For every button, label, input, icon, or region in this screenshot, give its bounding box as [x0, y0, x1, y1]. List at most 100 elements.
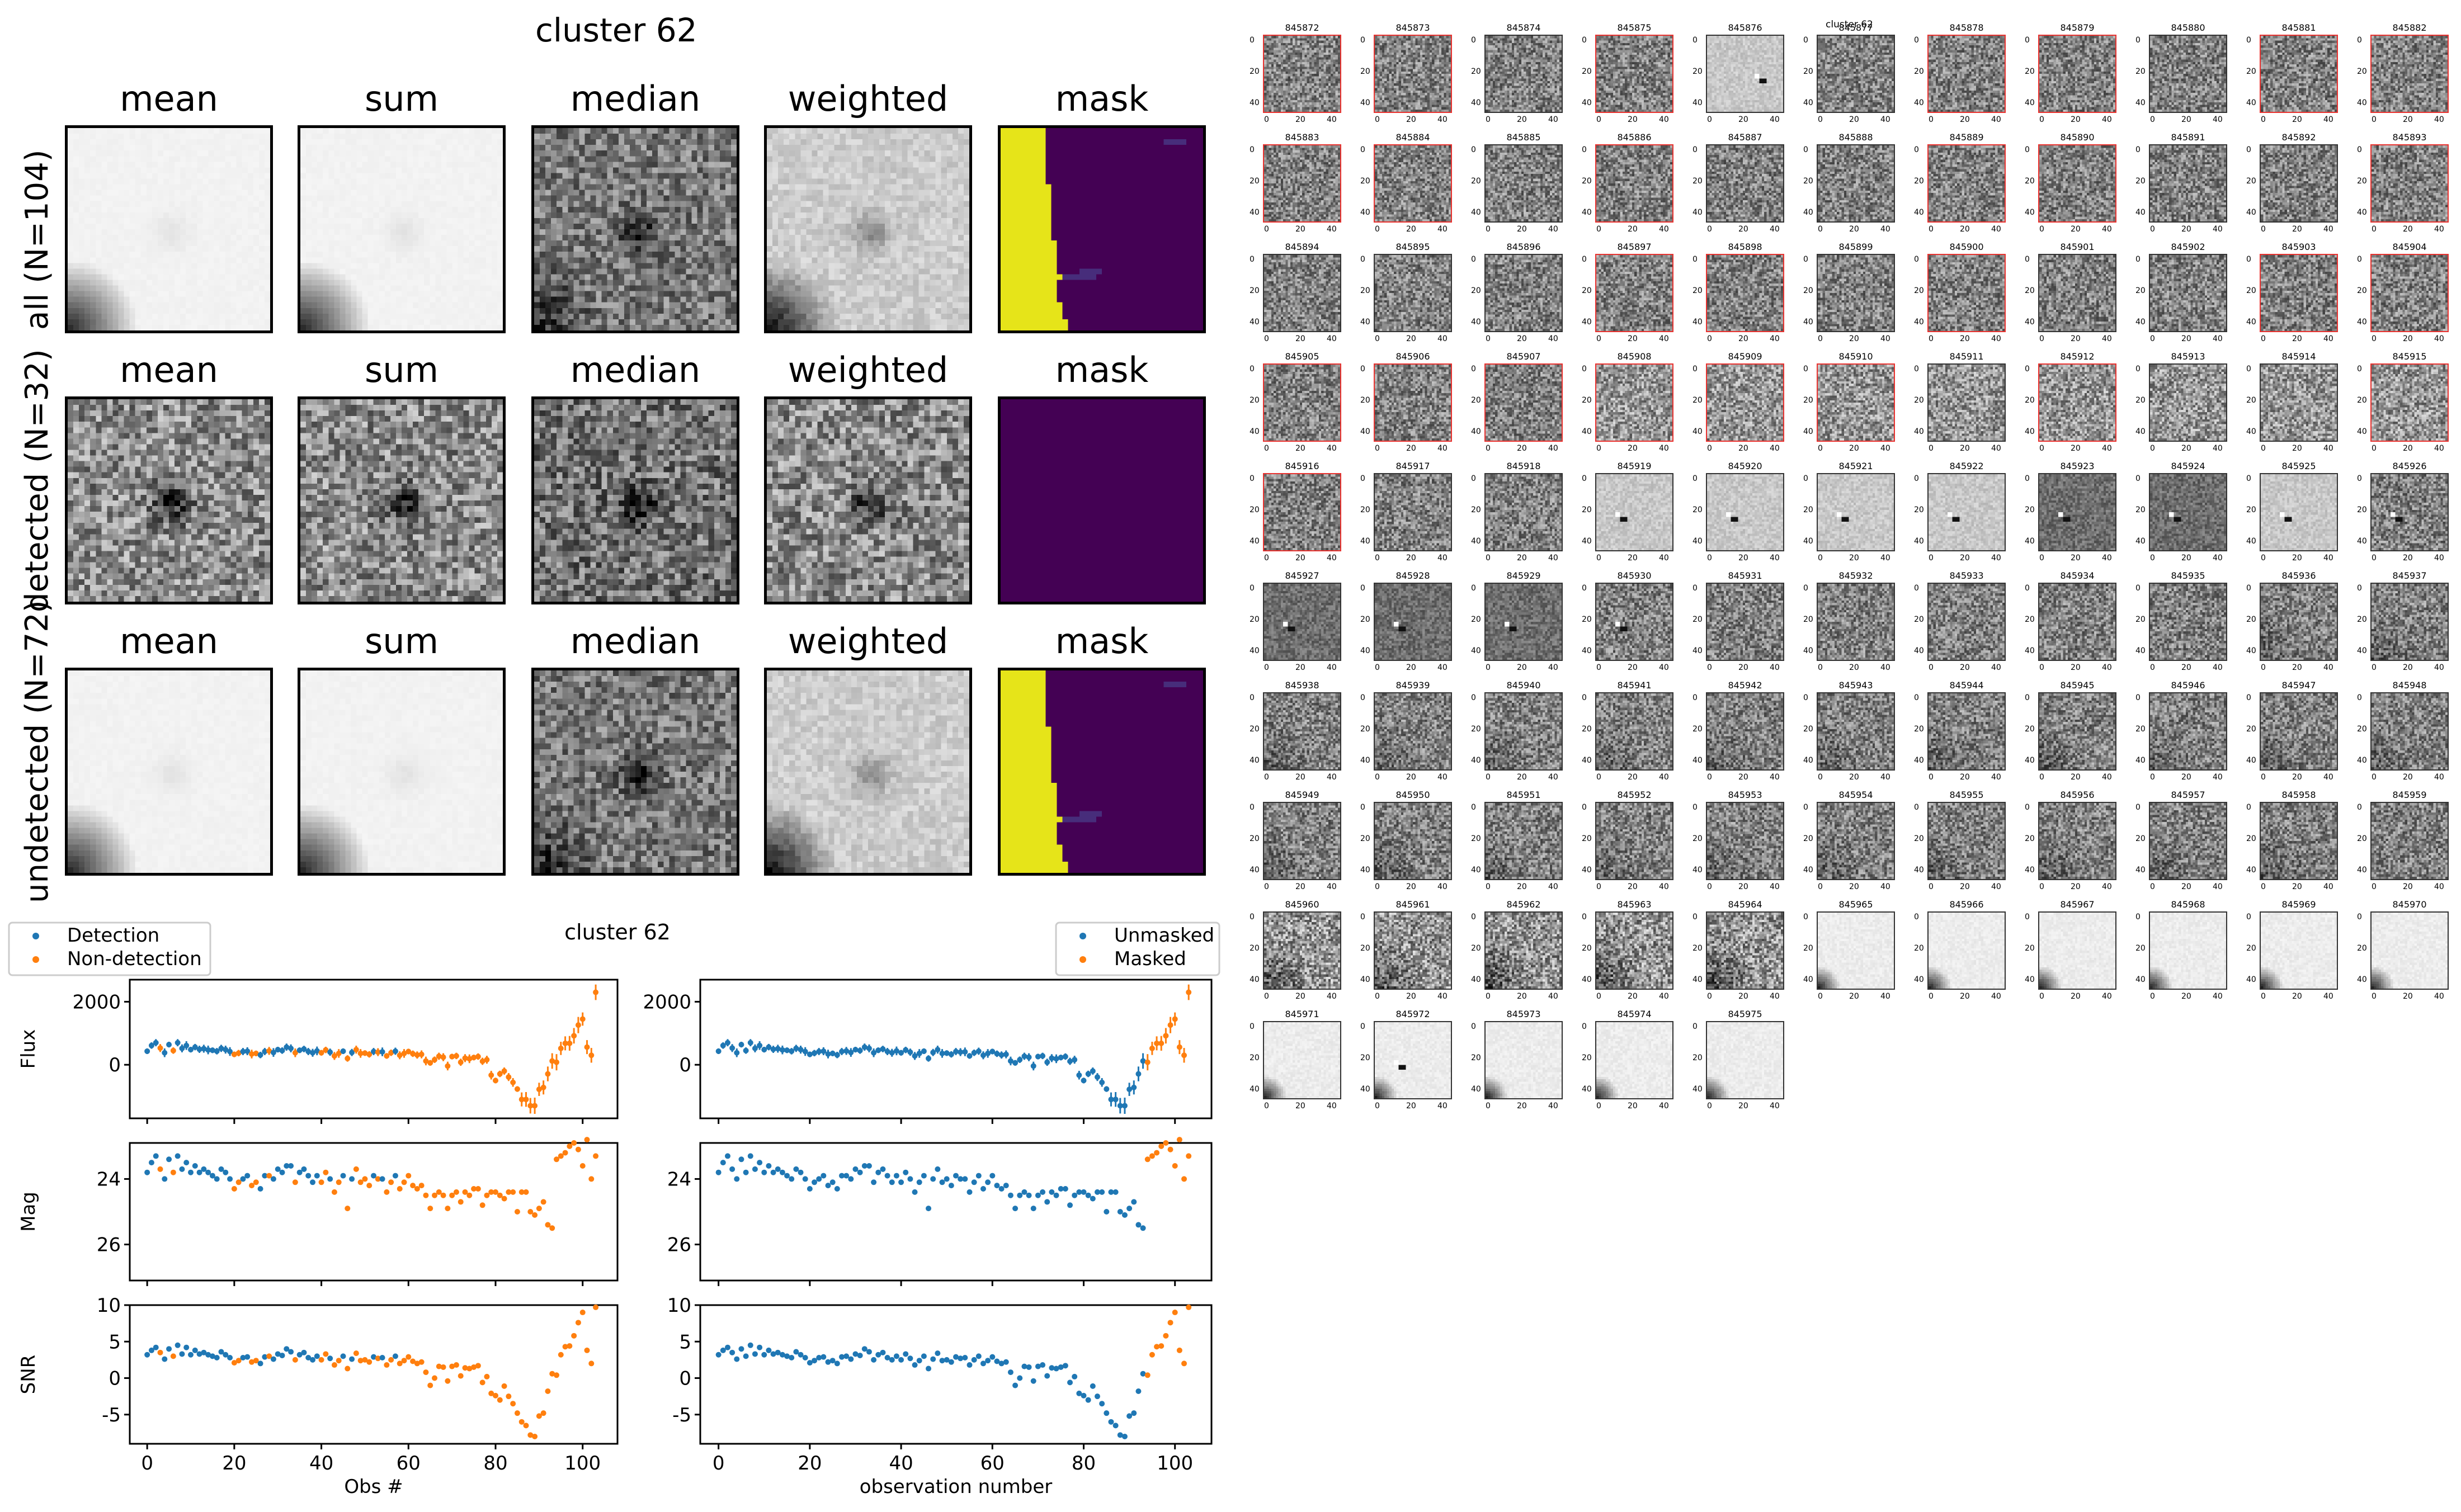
- thumb-ytick: 20: [1360, 1053, 1370, 1062]
- xtick-label: 100: [1157, 1452, 1193, 1475]
- thumb-ytick: 0: [1803, 693, 1808, 702]
- data-point-flux: [318, 1050, 324, 1056]
- data-point-snr: [244, 1354, 251, 1360]
- data-point-flux: [798, 1047, 804, 1053]
- thumb-ytick: 20: [2025, 725, 2035, 734]
- thumb-xtick: 40: [2434, 554, 2444, 563]
- data-point-snr: [392, 1353, 398, 1359]
- thumb-ytick: 0: [1360, 1022, 1365, 1031]
- thumb-ytick: 40: [1582, 1085, 1592, 1094]
- thumb-xtick: 0: [2372, 554, 2377, 563]
- thumb-xtick: 20: [1295, 115, 1305, 124]
- thumb-ytick: 0: [2246, 145, 2251, 154]
- data-point-mag: [994, 1183, 1000, 1189]
- thumb-image: [1263, 692, 1341, 771]
- data-point-snr: [209, 1353, 215, 1359]
- thumb-title: 845929: [1506, 570, 1541, 581]
- thumb-ytick: 0: [1803, 913, 1808, 922]
- thumb-ytick: 40: [1914, 866, 1924, 875]
- thumb-title: 845974: [1617, 1009, 1652, 1019]
- thumb-ytick: 40: [1250, 756, 1260, 765]
- data-point-mag: [192, 1163, 198, 1169]
- data-point-snr: [270, 1356, 276, 1362]
- data-point-flux: [410, 1051, 416, 1057]
- data-point-snr: [729, 1349, 736, 1355]
- legend-marker: [32, 933, 39, 939]
- data-point-snr: [880, 1349, 886, 1355]
- data-point-snr: [838, 1354, 845, 1360]
- data-point-mag: [414, 1186, 420, 1192]
- thumb-xtick: 40: [1548, 1102, 1558, 1111]
- data-point-flux: [1186, 989, 1192, 995]
- thumb-title: 845934: [2060, 570, 2095, 581]
- thumb-ytick: 20: [1803, 725, 1813, 734]
- data-point-mag: [715, 1169, 722, 1175]
- data-point-flux: [453, 1053, 459, 1059]
- data-point-flux: [345, 1055, 351, 1061]
- thumb-xtick: 40: [1770, 773, 1780, 782]
- data-point-flux: [558, 1045, 564, 1051]
- data-point-flux: [340, 1048, 346, 1054]
- data-point-snr: [593, 1304, 599, 1310]
- thumb-xtick: 0: [2372, 882, 2377, 891]
- data-point-flux: [331, 1053, 337, 1059]
- thumb-image: [2260, 254, 2338, 332]
- data-point-mag: [720, 1160, 726, 1166]
- data-point-flux: [588, 1052, 595, 1059]
- data-point-snr: [829, 1358, 836, 1364]
- data-point-flux: [939, 1050, 945, 1056]
- thumb-xtick: 0: [1596, 773, 1601, 782]
- data-point-flux: [1030, 1063, 1036, 1069]
- thumb-ytick: 40: [1360, 427, 1370, 436]
- thumb-ytick: 0: [2246, 255, 2251, 264]
- thumb-xtick: 0: [1818, 334, 1823, 343]
- thumb-ytick: 0: [2025, 365, 2030, 374]
- thumb-ytick: 20: [1692, 286, 1703, 295]
- thumb-title: 845899: [1838, 242, 1873, 252]
- thumb-xtick: 20: [2181, 115, 2191, 124]
- thumb-ytick: 20: [1692, 725, 1703, 734]
- data-point-mag: [921, 1173, 927, 1179]
- data-point-snr: [747, 1342, 753, 1348]
- thumb-ytick: 40: [2135, 427, 2146, 436]
- thumb-ytick: 20: [1803, 944, 1813, 953]
- thumb-xtick: 0: [2261, 444, 2266, 453]
- data-point-snr: [527, 1432, 534, 1438]
- data-point-flux: [1076, 1072, 1082, 1078]
- thumb-xtick: 0: [1929, 115, 1934, 124]
- data-point-flux: [962, 1049, 968, 1055]
- thumb-ytick: 20: [2357, 615, 2367, 624]
- data-point-snr: [410, 1358, 416, 1364]
- data-point-flux: [288, 1045, 294, 1051]
- data-point-mag: [866, 1163, 872, 1169]
- thumb-title: 845947: [2281, 680, 2316, 691]
- data-point-mag: [527, 1209, 534, 1215]
- thumb-xtick: 0: [1707, 992, 1712, 1001]
- data-point-mag: [488, 1189, 494, 1195]
- thumb-ytick: 0: [1360, 255, 1365, 264]
- thumb-ytick: 0: [2246, 913, 2251, 922]
- thumb-ytick: 40: [1582, 98, 1592, 107]
- data-point-flux: [275, 1047, 281, 1053]
- thumb-title: 845964: [1728, 899, 1762, 910]
- data-point-mag: [734, 1176, 740, 1182]
- data-point-mag: [1058, 1186, 1064, 1192]
- thumb-xtick: 20: [2292, 992, 2302, 1001]
- data-point-flux: [998, 1052, 1005, 1058]
- thumb-xtick: 40: [1327, 554, 1337, 563]
- ytick-label: -5: [672, 1404, 691, 1426]
- data-point-mag: [240, 1176, 246, 1182]
- thumb-xtick: 40: [2323, 882, 2333, 891]
- thumb-ytick: 40: [1250, 98, 1260, 107]
- ytick-label: 26: [97, 1234, 121, 1256]
- thumb-xtick: 20: [2071, 554, 2081, 563]
- data-point-flux: [488, 1072, 494, 1078]
- thumb-xtick: 40: [1327, 115, 1337, 124]
- data-point-snr: [214, 1354, 220, 1360]
- data-point-mag: [305, 1173, 312, 1179]
- thumb-ytick: 40: [1692, 318, 1703, 327]
- data-point-flux: [884, 1048, 890, 1055]
- thumb-ytick: 20: [1692, 615, 1703, 624]
- thumb-ytick: 40: [1803, 318, 1813, 327]
- data-point-snr: [812, 1358, 818, 1364]
